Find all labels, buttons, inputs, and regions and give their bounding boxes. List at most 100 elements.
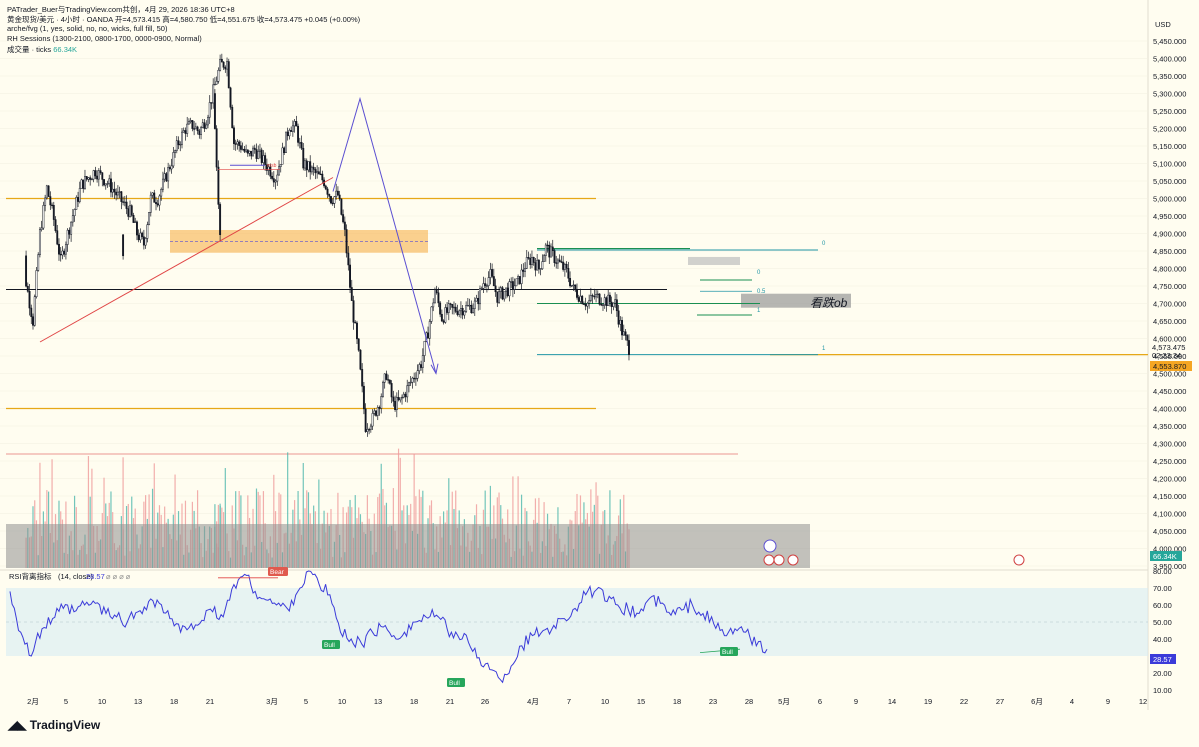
volume-bar — [397, 448, 400, 568]
candle-body — [439, 302, 442, 315]
orange-price-tag-text: 4,553.870 — [1153, 362, 1186, 371]
event-lightning-icon[interactable] — [763, 539, 777, 553]
candle-body — [132, 215, 135, 223]
candle-body — [614, 299, 617, 304]
candle-body — [260, 149, 263, 163]
candle-body — [581, 295, 584, 304]
current-price-label: 4,573.475 — [1152, 343, 1185, 352]
candle-body — [546, 244, 549, 247]
indicator-volume[interactable]: 成交量 · ticks 66.34K — [7, 44, 77, 55]
symbol-line[interactable]: 黄金现货/美元 · 4小时 · OANDA 开=4,573.415 高=4,58… — [7, 15, 361, 24]
candle-body — [605, 297, 608, 306]
price-tick: 4,900.000 — [1153, 230, 1186, 239]
us-flag-icon-4[interactable] — [1013, 554, 1025, 566]
candle-body — [302, 147, 305, 169]
volume-bar — [273, 474, 275, 568]
tradingview-logo[interactable]: ◢◣ TradingView — [8, 718, 100, 732]
us-flag-icon-2[interactable] — [773, 554, 785, 566]
candle-body — [307, 161, 310, 171]
candle-body — [352, 300, 355, 323]
candle-body — [45, 185, 48, 199]
candle-body — [489, 269, 492, 278]
volume-bar — [512, 476, 514, 568]
volume-tag — [1150, 551, 1182, 561]
candle-body — [239, 145, 242, 150]
us-flag-icon[interactable] — [763, 554, 775, 566]
price-tick: 5,400.000 — [1153, 55, 1186, 64]
volume-bar — [380, 463, 382, 568]
ob-label: 看跌ob — [810, 296, 848, 310]
candle-body — [113, 188, 116, 193]
candle-body — [608, 294, 611, 303]
currency-label: USD — [1155, 20, 1171, 29]
candle-body — [411, 377, 414, 383]
candle-body — [432, 302, 435, 308]
trend-line — [39, 177, 334, 343]
candle-body — [229, 87, 232, 108]
candle-body — [298, 142, 301, 144]
candle-body — [531, 257, 533, 265]
candle-body — [354, 322, 357, 324]
candle-body — [579, 295, 582, 302]
price-axis[interactable]: 5,450.000 5,400.000 5,350.000 5,300.000 5,25… — [1153, 37, 1186, 571]
candle-body — [68, 229, 71, 235]
candle-body — [382, 382, 384, 397]
time-tick: 21 — [206, 697, 214, 706]
candle-body — [624, 331, 627, 336]
price-tick: 4,650.000 — [1153, 317, 1186, 326]
candle-body — [539, 268, 542, 270]
price-tick: 5,050.000 — [1153, 177, 1186, 186]
time-tick: 7 — [567, 697, 571, 706]
candle-body — [525, 257, 528, 269]
price-tick: 4,200.000 — [1153, 475, 1186, 484]
time-tick: 13 — [374, 697, 382, 706]
swing-path — [332, 96, 437, 374]
indicator-fvg[interactable]: arche/fvg (1, yes, solid, no, no, wicks,… — [7, 24, 168, 33]
zones-layer — [170, 230, 851, 308]
candle-body — [595, 294, 598, 298]
volume-bar — [174, 474, 176, 568]
time-tick: 10 — [98, 697, 106, 706]
candle-body — [487, 277, 490, 286]
candle-body — [371, 413, 374, 427]
fvg-zone — [170, 230, 428, 253]
price-tick: 4,100.000 — [1153, 510, 1186, 519]
candle-body — [38, 229, 41, 255]
candle-body — [366, 429, 369, 432]
time-tick: 3月 — [266, 697, 278, 706]
candle-body — [198, 130, 201, 135]
time-axis[interactable]: 2月 5 10 13 18 21 3月 5 10 13 18 21 26 4月 7 10 15 18 23 28 5月 6… — [27, 697, 1147, 706]
rsi-tick: 50.00 — [1153, 618, 1172, 627]
us-flag-icon-3[interactable] — [787, 554, 799, 566]
candle-body — [245, 149, 248, 152]
candle-body — [224, 67, 227, 70]
candle-body — [172, 152, 175, 167]
volume-bar — [153, 463, 155, 568]
candle-body — [529, 257, 532, 265]
candle-body — [78, 188, 81, 202]
candle-body — [458, 310, 461, 315]
candle-body — [170, 165, 173, 170]
candle-body — [71, 215, 74, 223]
indicator-sessions[interactable]: RH Sessions (1300-2100, 0800-1700, 0000-… — [7, 34, 202, 43]
candle-body — [42, 205, 45, 229]
candle-body — [181, 131, 183, 145]
price-tick: 4,050.000 — [1153, 527, 1186, 536]
candle-body — [563, 263, 566, 270]
candle-body — [558, 259, 561, 262]
candle-body — [155, 202, 157, 204]
candle-body — [501, 287, 504, 300]
candle-body — [428, 321, 431, 339]
candle-body — [186, 123, 189, 134]
candle-body — [484, 283, 487, 287]
candle-body — [122, 234, 125, 257]
candle-body — [182, 130, 185, 133]
candle-body — [459, 308, 462, 312]
candle-body — [115, 191, 118, 196]
volume-bar — [103, 477, 105, 568]
candle-body — [279, 164, 282, 167]
candle-body — [203, 122, 206, 129]
candle-body — [586, 303, 589, 307]
candle-body — [572, 284, 575, 286]
